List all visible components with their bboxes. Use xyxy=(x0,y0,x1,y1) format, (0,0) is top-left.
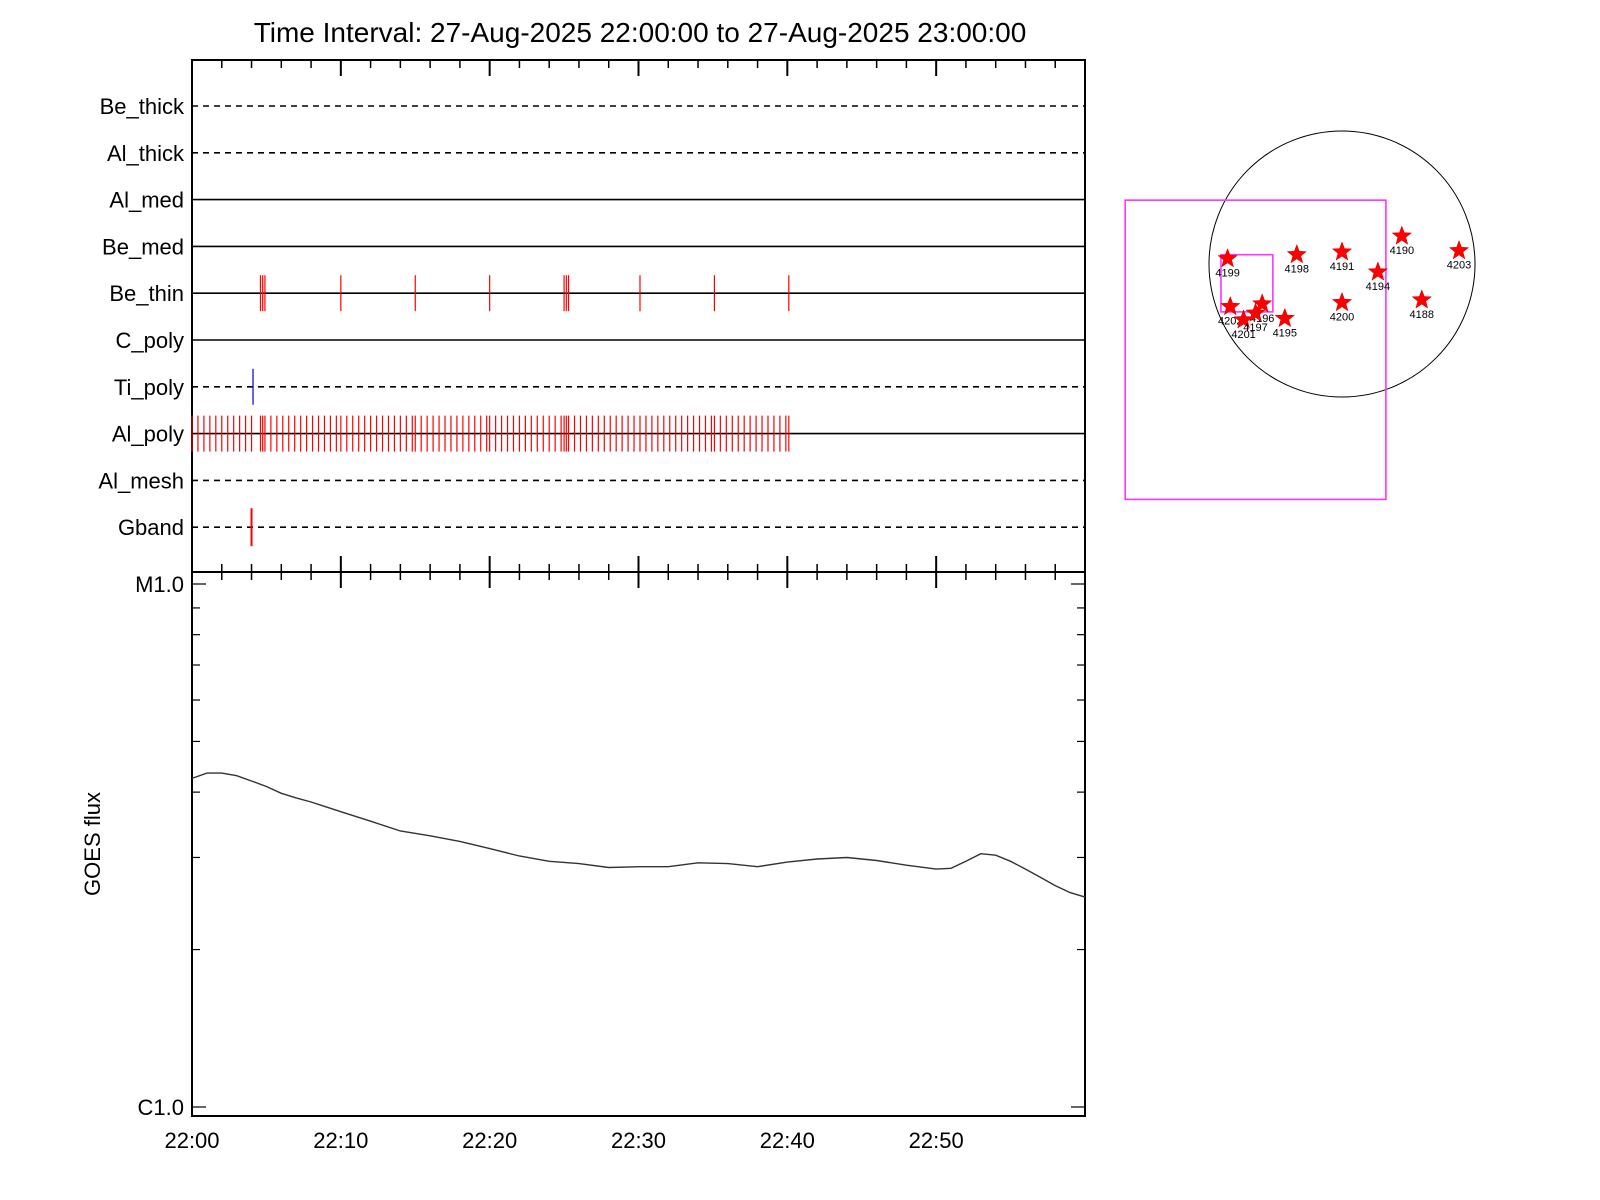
row-label-al_poly: Al_poly xyxy=(112,422,184,447)
x-tick-label: 22:00 xyxy=(164,1128,219,1153)
row-label-be_thin: Be_thin xyxy=(109,281,184,306)
active-region-star xyxy=(1367,261,1389,281)
active-region-label: 4190 xyxy=(1390,245,1414,257)
timeline-ticks xyxy=(191,60,1086,572)
row-label-al_mesh: Al_mesh xyxy=(98,468,184,493)
y-tick-label-c1: C1.0 xyxy=(138,1095,184,1120)
x-tick-label: 22:30 xyxy=(611,1128,666,1153)
active-region-star xyxy=(1411,289,1432,309)
active-region-label: 4201 xyxy=(1231,329,1255,341)
goes-y-axis-label: GOES flux xyxy=(80,792,105,896)
goes-frame xyxy=(191,571,1086,1117)
y-tick-label-m1: M1.0 xyxy=(135,572,184,597)
x-tick-label: 22:50 xyxy=(909,1128,964,1153)
timeline-frame xyxy=(191,59,1086,573)
fov-box-small xyxy=(1220,253,1274,313)
active-region-star xyxy=(1331,241,1353,261)
chart-title: Time Interval: 27-Aug-2025 22:00:00 to 2… xyxy=(254,17,1027,48)
active-region-star xyxy=(1220,295,1241,316)
x-tick-label: 22:40 xyxy=(760,1128,815,1153)
goes-ticks xyxy=(191,572,1086,588)
active-region-star xyxy=(1448,239,1470,260)
fov-box-large xyxy=(1124,199,1387,501)
active-region-label: 4199 xyxy=(1215,268,1239,280)
goes-flux-line xyxy=(191,772,1086,898)
x-tick-labels: 22:00 22:10 22:20 22:30 22:40 22:50 xyxy=(164,1128,963,1153)
active-region-label: 4198 xyxy=(1285,264,1309,276)
active-region-star xyxy=(1331,291,1353,312)
active-region-star xyxy=(1245,302,1266,322)
row-label-c_poly: C_poly xyxy=(116,328,184,353)
active-region-label: 4197 xyxy=(1243,322,1267,334)
x-tick-label: 22:20 xyxy=(462,1128,517,1153)
active-region-star xyxy=(1252,293,1273,313)
row-label-gband: Gband xyxy=(118,515,184,540)
active-region-star xyxy=(1286,243,1307,264)
active-region-label: 4200 xyxy=(1330,312,1354,324)
active-region-star xyxy=(1391,225,1413,245)
row-label-al_med: Al_med xyxy=(109,188,184,213)
active-region-star xyxy=(1274,307,1295,328)
row-label-be_thick: Be_thick xyxy=(100,94,185,119)
active-region-label: 4191 xyxy=(1330,261,1354,273)
active-region-label: 4195 xyxy=(1273,328,1297,340)
active-region-star xyxy=(1217,247,1238,268)
goes-y-ticks xyxy=(192,583,1085,1108)
x-tick-label: 22:10 xyxy=(313,1128,368,1153)
active-region-label: 4188 xyxy=(1410,309,1434,321)
timeline-rows: Be_thick Al_thick Al_med Be_med Be_thin C_pol… xyxy=(98,94,1085,547)
fov-boxes xyxy=(1124,199,1387,501)
row-label-ti_poly: Ti_poly xyxy=(114,375,184,400)
active-region-label: 4203 xyxy=(1447,260,1471,272)
active-region-label: 4194 xyxy=(1366,281,1390,293)
row-label-al_thick: Al_thick xyxy=(107,141,185,166)
row-label-be_med: Be_med xyxy=(102,234,184,259)
solar-disk xyxy=(1208,130,1476,398)
